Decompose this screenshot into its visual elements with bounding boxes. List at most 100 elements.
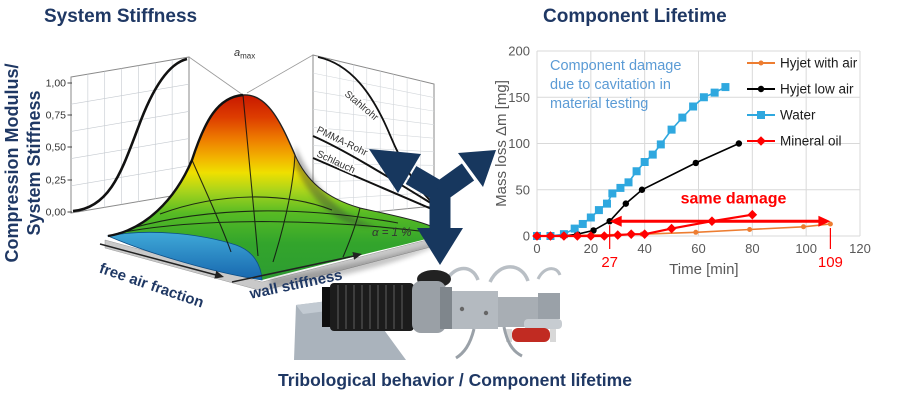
motor-end-cap [322,287,332,327]
marker-circle [606,218,613,225]
time-marker-label: 27 [601,254,618,271]
marker-square [689,102,698,111]
surface-y-tick-label: 1,00 [46,78,67,90]
surface-y-tick-label: 0,00 [46,207,67,219]
time-marker-label: 109 [818,254,843,271]
marker-circle [590,227,597,234]
y-axis-label: Mass loss Δm [mg] [493,80,510,207]
bolt-1 [459,306,465,312]
x-tick-label: 120 [849,241,871,256]
x-tick-label: 80 [745,241,759,256]
surface-y-tick-label: 0,75 [46,110,67,122]
surface-mound [106,93,447,288]
amax-sightline-right [246,54,314,94]
marker-circle [735,140,743,147]
pump-block-1 [452,291,498,329]
marker-diamond [612,230,623,240]
marker-dot [747,227,753,233]
marker-square [699,93,708,102]
contour-ridge [242,94,259,257]
valve-block [538,293,560,319]
marker-square [656,140,665,149]
marker-square [608,189,617,198]
back-wall [70,56,190,214]
x-axis-label: Time [min] [669,261,738,278]
legend-label: Hyjet with air [780,56,858,71]
x-tick-label: 20 [584,241,598,256]
same-damage-label: same damage [681,191,787,208]
flow-arrow-shape [369,149,496,265]
left-panel-title: System Stiffness [44,6,198,27]
flow-arrow-arm-left [405,165,446,202]
marker-square [667,125,676,134]
marker-diamond [747,209,758,220]
bell-housing [412,281,446,333]
surface-y-ticks: 1,00 0,75 0,50 0,25 0,00 [46,78,72,219]
test-rig-illustration [294,265,562,360]
wall-grid-line [312,72,435,98]
marker-square [602,199,611,208]
marker-square [632,167,641,176]
amax-label-sub: max [240,52,255,61]
hose-2 [502,326,523,358]
wall-grid-line [70,111,190,132]
right-panel-title: Component Lifetime [543,6,727,27]
marker-circle [638,186,646,193]
same-damage-arrowhead-right [818,215,831,227]
contour-arc-2 [131,210,399,229]
marker-square [578,219,587,228]
pmma-rohr-curve [312,135,435,206]
y-tick-label: 0 [523,229,530,244]
amax-label: amax [234,47,255,61]
contour-arc-1 [159,196,333,215]
marker-diamond [599,231,610,241]
wall-grid-line [312,127,435,139]
marker-diamond [626,229,637,239]
legend-item-hyjet-low-air: Hyjet low air [747,82,854,97]
marker-square [648,150,657,159]
legend-label: Hyjet low air [780,82,854,97]
marker-square [710,88,719,97]
x-tick-label: 60 [691,241,705,256]
contour-left [191,159,232,253]
front-shadow [270,240,446,288]
free-air-axis-line [99,243,217,276]
marker-dot [827,221,833,227]
marker-diamond [559,231,569,241]
flow-arrow-head-left [369,149,421,193]
mound-right-edge [242,94,296,156]
marker-circle [692,159,700,167]
amax-sightline-left [188,56,244,96]
back-wall-panel [70,56,190,214]
schlauch-curve [312,157,435,211]
mound-shadow [295,145,375,227]
x-tick-label: 0 [533,241,540,256]
cavitation-note-line: material testing [550,96,648,112]
y-tick-label: 200 [508,44,530,59]
flow-arrow-arm-right [433,163,475,201]
alpha-note: α = 1 % [372,227,411,239]
coupling-ring [440,287,452,329]
marker-square [586,213,595,222]
legend-label: Water [780,108,816,123]
y-tick-label: 100 [508,136,530,151]
pipe-arc-2 [488,265,530,283]
x-tick-label: 100 [795,241,817,256]
bolt-2 [483,310,489,316]
lifetime-chart: 0 20 40 60 80 100 120 0 50 100 150 200 Time [min] Mas… [493,44,871,279]
marker-diamond [666,223,677,234]
marker-square [757,111,765,119]
marker-circle [757,85,765,93]
contour-arc-3 [117,221,429,234]
legend-item-hyjet-with-air: Hyjet with air [747,56,858,71]
pipe-arc-3 [536,267,562,280]
flow-arrow-head-right [458,150,496,187]
marker-square [570,224,579,233]
x-tick-label: 40 [637,241,651,256]
contour-right [272,154,296,263]
y-tick-label: 50 [516,182,530,197]
blue-skirt [106,231,263,281]
stiffness-surface-plot: Stahlrohr PMMA-Rohr Schlauch amax [46,47,447,312]
contour-far-right [342,207,361,258]
